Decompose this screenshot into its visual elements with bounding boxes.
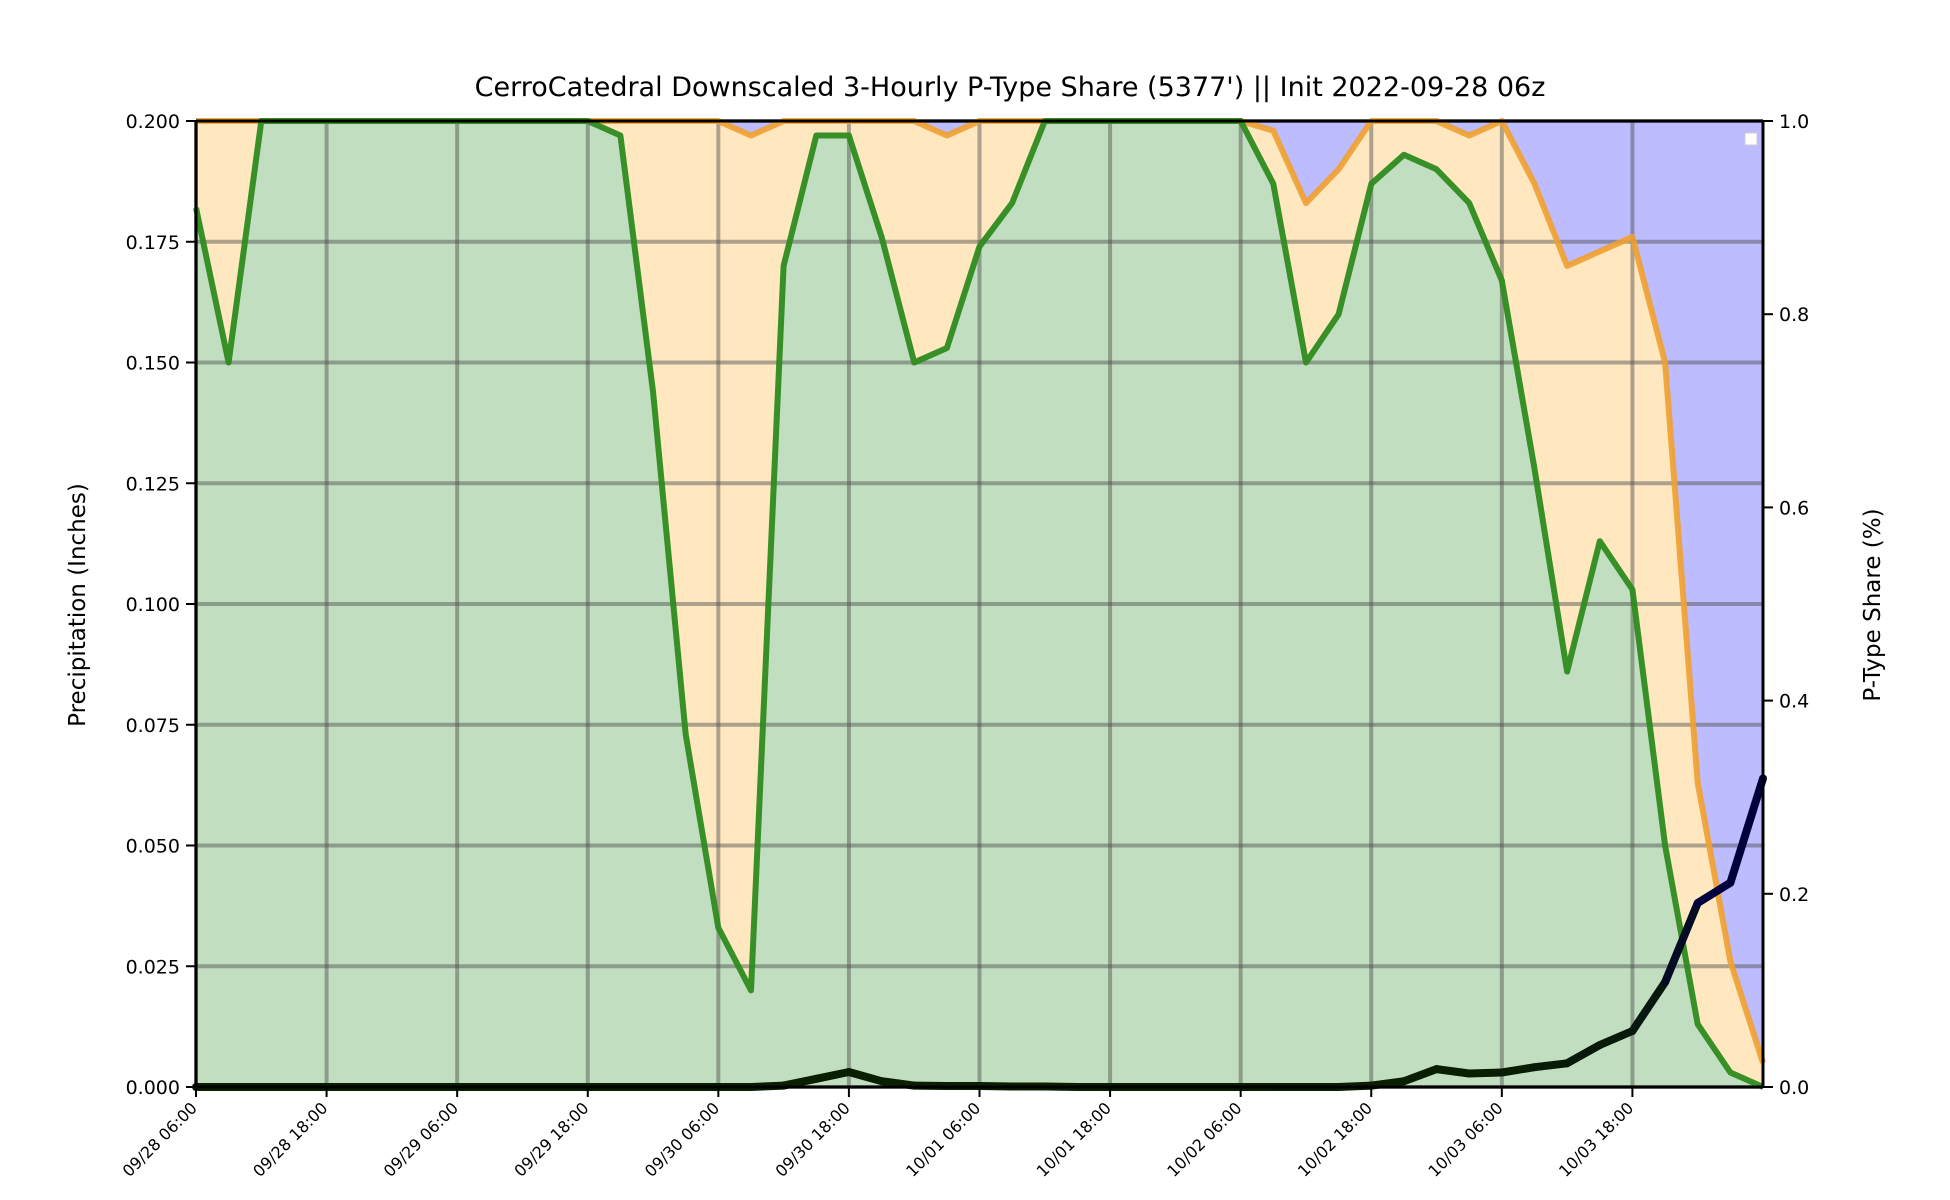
precip-line-segment bbox=[1399, 1065, 1441, 1086]
precip-line-segment bbox=[779, 1074, 821, 1090]
precip-line-segment bbox=[1465, 1068, 1506, 1078]
precip-line-segment bbox=[1693, 878, 1735, 907]
x-tick-label: 09/28 18:00 bbox=[249, 1098, 331, 1180]
y-tick-label: 0.200 bbox=[126, 111, 180, 133]
rain-share-area bbox=[196, 121, 1763, 1087]
precip-line-segment bbox=[877, 1077, 919, 1090]
y-tick-label: 0.150 bbox=[126, 353, 180, 375]
y-tick-label: 0.000 bbox=[126, 1077, 180, 1099]
x-tick-label: 10/03 06:00 bbox=[1424, 1098, 1506, 1180]
y-tick-label: 0.175 bbox=[126, 232, 180, 254]
x-tick-label: 10/01 18:00 bbox=[1033, 1098, 1115, 1180]
y-tick-label: 0.050 bbox=[126, 836, 180, 858]
y-tick-label: 0.075 bbox=[126, 715, 180, 737]
precip-line-segment bbox=[844, 1068, 886, 1086]
precip-line-segment bbox=[1661, 899, 1702, 987]
x-tick-label: 10/01 06:00 bbox=[902, 1098, 984, 1180]
y2-tick-label: 0.6 bbox=[1779, 497, 1809, 519]
precip-line-segment bbox=[1563, 1041, 1604, 1068]
precip-line-segment bbox=[1530, 1059, 1572, 1072]
precip-line-segment bbox=[1726, 774, 1767, 887]
x-tick-label: 09/29 18:00 bbox=[510, 1098, 592, 1180]
y2-tick-label: 0.4 bbox=[1779, 691, 1809, 713]
y2-tick-label: 0.0 bbox=[1779, 1077, 1809, 1099]
x-tick-label: 09/30 06:00 bbox=[641, 1098, 723, 1180]
y2-tick-label: 0.2 bbox=[1779, 884, 1809, 906]
chart-title: CerroCatedral Downscaled 3-Hourly P-Type… bbox=[475, 72, 1546, 103]
x-tick-label: 10/02 06:00 bbox=[1163, 1098, 1245, 1180]
legend-box bbox=[1744, 132, 1758, 146]
precip-line-segment bbox=[812, 1068, 853, 1083]
x-tick-label: 10/02 18:00 bbox=[1294, 1098, 1376, 1180]
x-tick-label: 09/30 18:00 bbox=[771, 1098, 853, 1180]
precip-line-segment bbox=[1628, 978, 1670, 1035]
x-tick-label: 09/29 06:00 bbox=[380, 1098, 462, 1180]
y-tick-label: 0.125 bbox=[126, 473, 180, 495]
precip-line-segment bbox=[1367, 1077, 1408, 1090]
y-axis-label: Precipitation (Inches) bbox=[65, 483, 91, 727]
precip-line-segment bbox=[1497, 1063, 1539, 1077]
x-tick-label: 09/28 06:00 bbox=[119, 1098, 201, 1180]
precip-line-segment bbox=[1432, 1065, 1474, 1078]
y-tick-label: 0.025 bbox=[126, 956, 180, 978]
y-tick-label: 0.100 bbox=[126, 594, 180, 616]
y2-tick-label: 1.0 bbox=[1779, 111, 1809, 133]
y2-axis-label: P-Type Share (%) bbox=[1860, 508, 1886, 701]
y2-tick-label: 0.8 bbox=[1779, 304, 1809, 326]
precip-line-segment bbox=[1595, 1027, 1637, 1049]
x-tick-label: 10/03 18:00 bbox=[1555, 1098, 1637, 1180]
